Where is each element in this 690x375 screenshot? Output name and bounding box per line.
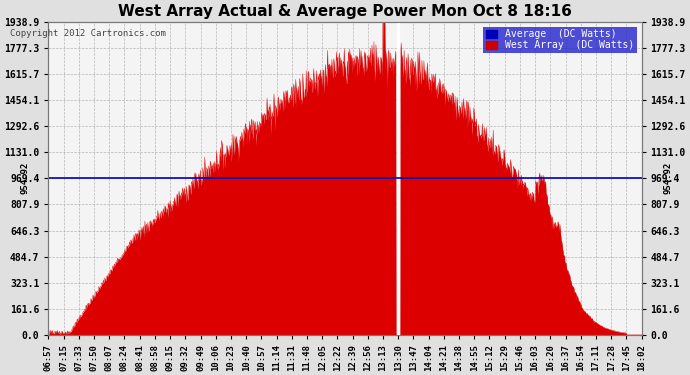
Title: West Array Actual & Average Power Mon Oct 8 18:16: West Array Actual & Average Power Mon Oc… [118,4,572,19]
Text: 954.92: 954.92 [20,162,29,195]
Text: Copyright 2012 Cartronics.com: Copyright 2012 Cartronics.com [10,28,166,38]
Text: 954.92: 954.92 [664,162,673,195]
Legend: Average  (DC Watts), West Array  (DC Watts): Average (DC Watts), West Array (DC Watts… [483,27,637,53]
